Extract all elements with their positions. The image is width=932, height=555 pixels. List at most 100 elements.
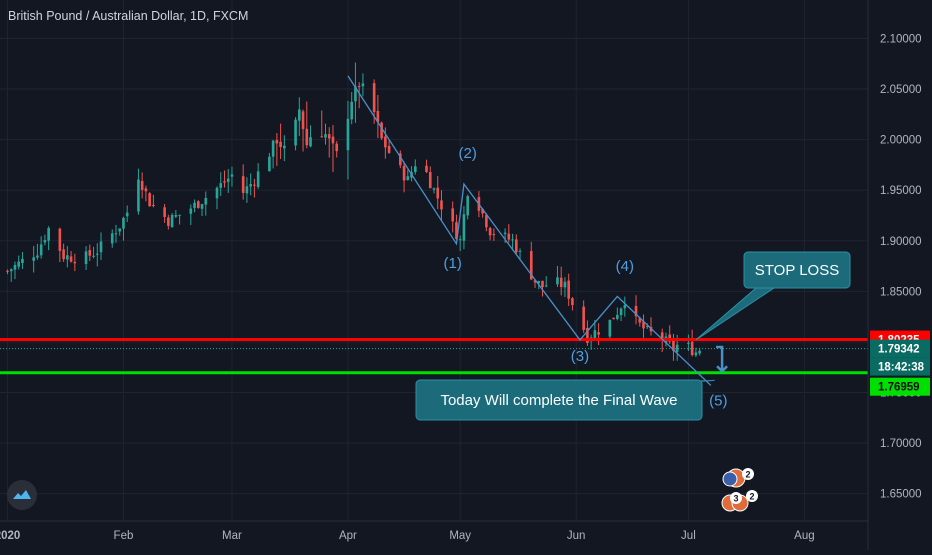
annotations[interactable]: STOP LOSS Today Will complete the Final W… — [415, 251, 851, 421]
event-count-badge — [746, 490, 758, 502]
candle-body — [122, 217, 125, 229]
wave-label: (4) — [616, 258, 634, 275]
candle-body — [99, 241, 103, 253]
candle-body — [492, 234, 496, 236]
candle-body — [32, 257, 35, 261]
candle-body — [6, 270, 9, 272]
candle-body — [687, 342, 690, 344]
time-tick-label: 2020 — [0, 530, 20, 542]
candle-body — [58, 228, 62, 251]
candle-body — [249, 184, 252, 187]
price-axis-background — [868, 0, 932, 550]
candle-body — [544, 285, 548, 287]
event-badges[interactable]: 2 3 2 — [721, 468, 758, 512]
candle-body — [698, 350, 701, 354]
time-axis[interactable]: 2020 Feb Mar Apr May Jun Jul Aug — [0, 520, 868, 542]
candle-body — [612, 317, 615, 320]
tradingview-logo-icon[interactable] — [7, 480, 37, 510]
candle-body — [690, 341, 694, 356]
candle-body — [428, 171, 432, 189]
candle-body — [47, 228, 50, 241]
candle-body — [593, 330, 597, 338]
candle-body — [529, 251, 533, 280]
wave-label: (1) — [444, 255, 462, 272]
candle-body — [582, 306, 585, 330]
candle-body — [36, 255, 39, 258]
candle-body — [485, 214, 488, 228]
candle-body — [275, 140, 279, 144]
candle-body — [451, 208, 455, 222]
candle-body — [223, 181, 226, 183]
candle-body — [324, 134, 327, 138]
candle-body — [380, 122, 383, 139]
price-tick-label: 2.10000 — [880, 33, 922, 45]
candle-body — [672, 340, 675, 351]
candle-body — [458, 239, 462, 241]
wave-label: (2) — [459, 145, 477, 162]
price-tick-label: 1.70000 — [880, 438, 922, 450]
stop-loss-callout[interactable] — [743, 251, 851, 289]
candle-body — [256, 171, 260, 187]
price-tick-label: 1.95000 — [880, 185, 922, 197]
candle-body — [144, 188, 148, 192]
candle-body — [511, 239, 514, 241]
time-tick-label: Aug — [794, 530, 814, 542]
candle-body — [556, 277, 559, 285]
symbol-title[interactable]: British Pound / Australian Dollar, 1D, F… — [8, 9, 248, 23]
candle-body — [634, 305, 638, 317]
elliott-wave-drawing[interactable]: (1) (2) (3) (4) (5) — [347, 75, 728, 410]
candle-body — [518, 250, 522, 252]
candle-body — [541, 280, 544, 287]
candle-body — [597, 332, 600, 335]
target-price-tag: 1.76959 — [878, 382, 920, 394]
candle-body — [399, 153, 402, 166]
candle-body — [642, 321, 645, 329]
candle-body — [327, 134, 331, 139]
grid — [0, 0, 868, 521]
candle-body — [537, 281, 541, 284]
event-count-text: 3 — [733, 494, 738, 504]
candle-body — [230, 174, 234, 177]
candle-body — [372, 83, 376, 112]
candle-body — [148, 193, 151, 207]
candle-body — [84, 251, 88, 264]
candle-body — [305, 128, 309, 146]
candle-body — [638, 318, 642, 323]
candle-body — [361, 83, 365, 87]
time-tick-label: Mar — [222, 530, 242, 542]
price-axis[interactable]: 1.650001.700001.750001.800001.850001.900… — [867, 0, 932, 550]
final-wave-callout[interactable] — [415, 379, 703, 421]
event-count-badge — [730, 492, 742, 504]
candle-body — [271, 140, 275, 157]
candle-body — [39, 244, 43, 256]
candle-body — [586, 327, 589, 343]
price-lines — [0, 338, 868, 375]
candle-body — [694, 352, 698, 356]
bar-countdown-tag-bg — [870, 357, 930, 376]
event-count-badge — [742, 468, 754, 480]
candle-body — [110, 233, 114, 244]
candle-body — [455, 222, 458, 240]
candle-body — [170, 214, 174, 228]
candle-body — [174, 214, 178, 217]
candle-body — [21, 258, 24, 264]
stop-loss-callout-pointer — [695, 287, 776, 341]
price-tick-label: 2.00000 — [880, 135, 922, 147]
time-tick-label: Jul — [681, 530, 696, 542]
candle-body — [13, 264, 17, 270]
event-flag-icon[interactable] — [722, 471, 738, 487]
candle-body — [69, 256, 73, 262]
candle-body — [62, 249, 65, 260]
candle-body — [241, 176, 245, 193]
wave-path-line[interactable] — [347, 75, 712, 386]
final-wave-callout-text: Today Will complete the Final Wave — [440, 392, 677, 409]
candle-body — [114, 233, 118, 235]
time-tick-label: Jun — [567, 530, 586, 542]
candle-body — [462, 214, 466, 241]
candle-body — [660, 332, 664, 341]
candle-body — [481, 208, 484, 214]
candle-body — [294, 119, 297, 146]
candle-body — [9, 269, 13, 272]
